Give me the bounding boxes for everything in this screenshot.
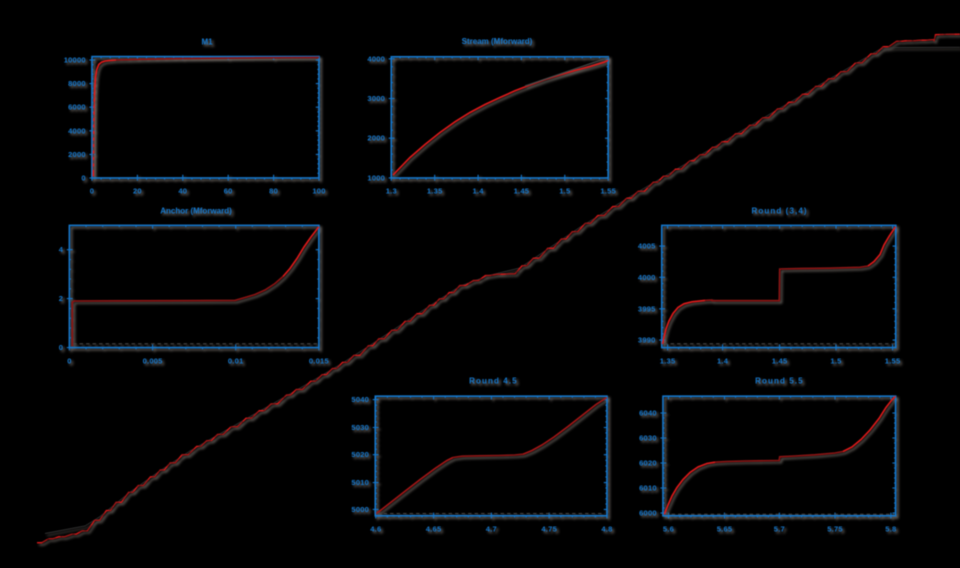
svg-text:60: 60 <box>224 187 233 196</box>
svg-text:4000: 4000 <box>68 126 86 135</box>
svg-text:20: 20 <box>133 187 142 196</box>
svg-text:M1: M1 <box>201 38 213 47</box>
svg-text:6010: 6010 <box>639 484 657 493</box>
svg-text:100: 100 <box>312 187 325 196</box>
svg-text:5020: 5020 <box>351 450 369 459</box>
svg-text:6020: 6020 <box>639 459 657 468</box>
svg-text:4.7: 4.7 <box>486 525 497 534</box>
svg-text:5.6: 5.6 <box>663 525 674 534</box>
svg-text:Stream (Mforward): Stream (Mforward) <box>462 37 533 46</box>
svg-text:1.35: 1.35 <box>660 356 676 365</box>
svg-text:5.8: 5.8 <box>885 525 896 534</box>
svg-text:4000: 4000 <box>367 54 385 63</box>
svg-text:4000: 4000 <box>638 273 656 282</box>
svg-text:5.7: 5.7 <box>774 525 785 534</box>
svg-text:5.75: 5.75 <box>827 525 843 534</box>
svg-text:6000: 6000 <box>639 509 657 518</box>
svg-text:1.5: 1.5 <box>830 356 841 365</box>
svg-text:0: 0 <box>90 187 94 196</box>
svg-text:6040: 6040 <box>639 409 657 418</box>
svg-text:0: 0 <box>59 343 63 352</box>
svg-text:4.65: 4.65 <box>426 525 442 534</box>
svg-text:1.4: 1.4 <box>473 187 485 196</box>
svg-text:0.015: 0.015 <box>309 356 329 365</box>
svg-text:4: 4 <box>59 245 64 254</box>
svg-text:Round 5.5: Round 5.5 <box>755 377 804 386</box>
svg-text:0.005: 0.005 <box>143 356 163 365</box>
svg-text:4.8: 4.8 <box>601 525 612 534</box>
svg-text:5000: 5000 <box>351 505 369 514</box>
svg-text:4.75: 4.75 <box>541 525 557 534</box>
svg-text:4005: 4005 <box>638 242 656 251</box>
svg-text:Round (3,4): Round (3,4) <box>752 207 808 216</box>
svg-text:2: 2 <box>59 294 63 303</box>
svg-text:1.3: 1.3 <box>386 187 397 196</box>
svg-text:2000: 2000 <box>367 134 385 143</box>
svg-text:5010: 5010 <box>351 478 369 487</box>
svg-text:Anchor (Mforward): Anchor (Mforward) <box>160 207 232 216</box>
svg-text:1.55: 1.55 <box>600 187 616 196</box>
svg-text:8000: 8000 <box>68 79 86 88</box>
svg-text:5040: 5040 <box>351 395 369 404</box>
svg-text:6000: 6000 <box>68 103 86 112</box>
svg-text:0: 0 <box>81 174 85 183</box>
svg-text:0.01: 0.01 <box>228 356 244 365</box>
svg-text:0: 0 <box>67 356 71 365</box>
svg-text:1.4: 1.4 <box>717 356 729 365</box>
svg-text:40: 40 <box>178 187 187 196</box>
svg-text:3000: 3000 <box>367 94 385 103</box>
svg-text:1.35: 1.35 <box>427 187 443 196</box>
svg-text:1.45: 1.45 <box>772 356 788 365</box>
svg-text:6030: 6030 <box>639 434 657 443</box>
svg-text:3995: 3995 <box>638 304 656 313</box>
svg-text:1000: 1000 <box>367 173 385 182</box>
svg-text:1.55: 1.55 <box>885 356 901 365</box>
svg-text:3990: 3990 <box>638 336 656 345</box>
svg-text:1.45: 1.45 <box>514 187 530 196</box>
svg-text:10000: 10000 <box>64 56 86 65</box>
svg-text:1.5: 1.5 <box>559 187 570 196</box>
svg-text:2000: 2000 <box>68 150 86 159</box>
svg-text:80: 80 <box>269 187 278 196</box>
svg-text:4.6: 4.6 <box>370 525 381 534</box>
svg-text:5030: 5030 <box>351 423 369 432</box>
svg-text:5.65: 5.65 <box>717 525 733 534</box>
svg-text:Round 4.5: Round 4.5 <box>469 377 518 386</box>
